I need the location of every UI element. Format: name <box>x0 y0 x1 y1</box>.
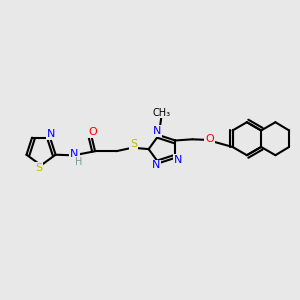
Text: O: O <box>88 128 97 137</box>
Text: N: N <box>47 129 56 139</box>
Text: N: N <box>153 126 161 136</box>
Text: CH₃: CH₃ <box>153 108 171 118</box>
Text: S: S <box>35 163 42 173</box>
Text: N: N <box>70 149 79 159</box>
Text: S: S <box>130 139 137 149</box>
Text: N: N <box>152 160 160 170</box>
Text: O: O <box>205 134 214 144</box>
Text: H: H <box>75 157 82 167</box>
Text: N: N <box>174 155 182 165</box>
